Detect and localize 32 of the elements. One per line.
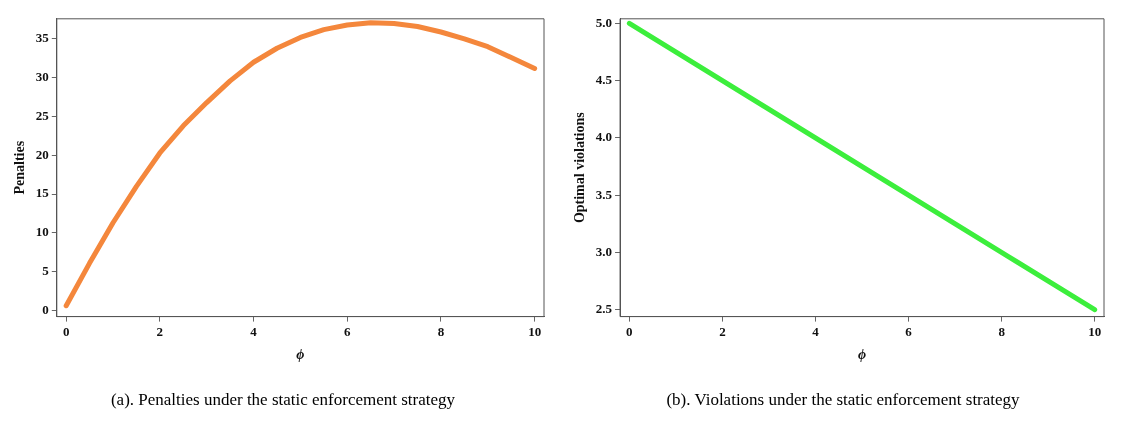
x-tick-label: 4 [812,323,820,339]
y-tick-label: 25 [35,107,50,123]
y-tick-label: 4.5 [595,72,613,88]
y-axis-title: Penalties [12,140,28,195]
y-tick-label: 2.5 [595,301,613,317]
y-tick-label: 3.0 [595,243,613,259]
text: (b). Violations under the static enforcement strategy [665,390,1021,410]
y-tick-label: 20 [35,146,49,162]
x-axis-title: ϕ [857,347,867,363]
y-tick-label: 10 [35,224,49,240]
x-tick-label: 0 [626,323,633,339]
y-tick-label: 4.0 [595,129,613,145]
y-tick-label: 5 [42,262,50,278]
y-tick-label: 5.0 [595,14,613,30]
x-tick-label: 8 [437,323,445,339]
y-tick-label: 3.5 [595,186,613,202]
x-tick-label: 0 [62,323,70,339]
y-tick-label: 35 [35,30,50,46]
x-tick-label: 10 [528,323,542,339]
y-tick-label: 0 [42,301,49,317]
x-tick-label: 4 [250,323,258,339]
y-tick-label: 15 [35,185,50,201]
x-tick-label: 2 [719,323,726,339]
x-tick-label: 8 [998,323,1006,339]
x-tick-label: 10 [1088,323,1102,339]
y-tick-label: 30 [35,69,49,85]
y-axis-title: Optimal violations [572,111,588,224]
text: (a). Penalties under the static enforcement strategy [109,390,457,410]
x-axis-title: ϕ [296,347,305,363]
x-tick-label: 2 [156,323,164,339]
x-tick-label: 6 [905,323,913,339]
x-tick-label: 6 [344,323,351,339]
